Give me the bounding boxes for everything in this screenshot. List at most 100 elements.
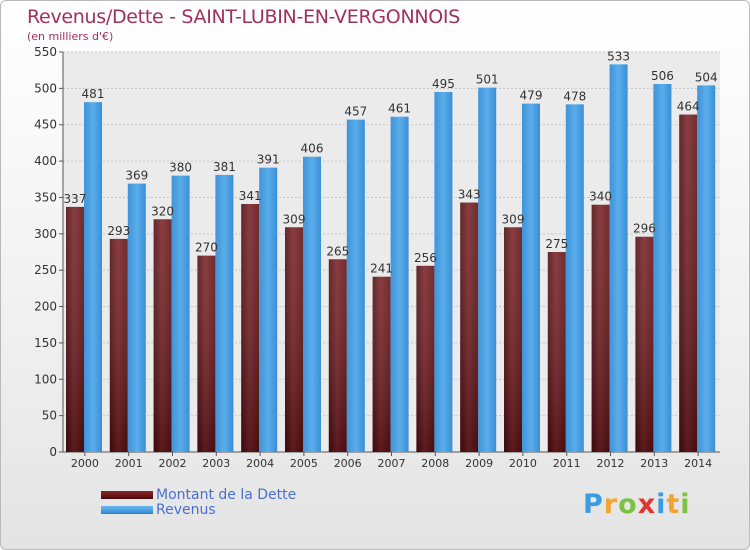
legend-swatch-revenus (101, 506, 153, 514)
y-tick-label: 150 (34, 336, 57, 350)
data-label-dette: 337 (64, 192, 87, 206)
x-tick-label: 2006 (334, 457, 362, 470)
chart-subtitle: (en milliers d'€) (27, 30, 114, 43)
bar-revenus (434, 92, 453, 452)
x-tick-label: 2013 (640, 457, 668, 470)
data-label-dette: 341 (239, 189, 262, 203)
bar-dette-shade (328, 259, 347, 452)
logo-letter: i (680, 489, 691, 520)
legend-swatch-dette (101, 491, 153, 499)
bar-dette-shade (285, 227, 303, 452)
x-tick-label: 2009 (465, 457, 493, 470)
data-label-revenus: 369 (125, 169, 148, 183)
data-label-dette: 275 (545, 237, 568, 251)
legend-label-dette: Montant de la Dette (156, 487, 297, 503)
data-label-revenus: 461 (388, 102, 411, 116)
bar-revenus (390, 116, 409, 453)
data-label-revenus: 380 (169, 161, 192, 175)
x-tick-label: 2007 (378, 457, 406, 470)
y-tick-label: 200 (34, 300, 57, 314)
logo-letter: o (618, 489, 638, 520)
x-tick-label: 2005 (290, 457, 318, 470)
data-label-dette: 296 (633, 222, 656, 236)
bar-revenus (565, 104, 584, 452)
chart-title: Revenus/Dette - SAINT-LUBIN-EN-VERGONNOI… (27, 6, 460, 28)
logo-letter: P (583, 489, 604, 520)
bar-revenus (303, 156, 321, 452)
x-tick-label: 2002 (159, 457, 187, 470)
logo-letter: x (637, 489, 657, 520)
bar-revenus (653, 84, 672, 452)
bar-revenus (697, 85, 716, 453)
data-label-revenus: 478 (563, 89, 586, 103)
bar-revenus (84, 102, 102, 452)
data-label-dette: 265 (326, 244, 349, 258)
y-tick-label: 250 (34, 263, 57, 277)
y-tick-label: 0 (49, 445, 57, 459)
legend-item-revenus: Revenus (101, 502, 216, 518)
logo-letter: i (656, 489, 667, 520)
bar-revenus (609, 64, 628, 452)
x-tick-label: 2008 (421, 457, 449, 470)
data-label-dette: 464 (677, 100, 700, 114)
x-tick-label: 2014 (684, 457, 712, 470)
legend-label-revenus: Revenus (156, 502, 216, 518)
data-label-revenus: 481 (82, 87, 105, 101)
bar-revenus (215, 174, 234, 452)
data-label-dette: 320 (151, 204, 174, 218)
y-tick-label: 500 (34, 81, 57, 95)
data-label-revenus: 495 (432, 77, 455, 91)
bar-revenus (259, 167, 278, 453)
proxiti-logo: Proxiti (583, 489, 691, 520)
data-label-dette: 270 (195, 241, 218, 255)
bar-revenus (127, 183, 146, 453)
data-label-dette: 340 (589, 190, 612, 204)
bar-dette-shade (372, 276, 391, 452)
bar-revenus (522, 103, 540, 453)
data-label-revenus: 381 (213, 160, 236, 174)
y-tick-label: 450 (34, 118, 57, 132)
bar-dette-shade (241, 204, 260, 452)
bar-dette-shade (591, 204, 610, 452)
logo-letter: r (603, 489, 619, 520)
data-label-revenus: 506 (651, 69, 674, 83)
bar-dette-shade (635, 236, 654, 452)
data-label-dette: 309 (283, 212, 306, 226)
data-label-dette: 256 (414, 251, 437, 265)
bar-revenus (346, 119, 365, 453)
bar-dette-shade (109, 238, 128, 452)
x-tick-label: 2010 (509, 457, 537, 470)
data-label-revenus: 533 (607, 49, 630, 63)
x-tick-label: 2004 (246, 457, 274, 470)
bar-dette-shade (153, 219, 172, 452)
data-label-dette: 309 (502, 212, 525, 226)
y-tick-label: 350 (34, 190, 57, 204)
bar-dette-shade (197, 255, 216, 452)
x-tick-label: 2012 (597, 457, 625, 470)
y-tick-label: 50 (42, 409, 57, 423)
bar-revenus (478, 87, 497, 453)
bar-revenus (171, 175, 190, 453)
y-tick-label: 550 (34, 45, 57, 59)
y-tick-label: 100 (34, 372, 57, 386)
x-tick-label: 2000 (71, 457, 99, 470)
bar-dette-shade (679, 114, 698, 452)
data-label-revenus: 406 (301, 142, 324, 156)
data-label-revenus: 501 (476, 73, 499, 87)
data-label-revenus: 391 (257, 153, 280, 167)
bar-dette-shade (547, 252, 566, 452)
x-tick-label: 2011 (553, 457, 581, 470)
legend-item-dette: Montant de la Dette (101, 487, 296, 503)
data-label-dette: 343 (458, 188, 481, 202)
data-label-revenus: 457 (344, 105, 367, 119)
x-tick-label: 2003 (202, 457, 230, 470)
data-label-revenus: 479 (520, 89, 543, 103)
bar-dette-shade (416, 265, 435, 452)
data-label-dette: 241 (370, 262, 393, 276)
x-tick-label: 2001 (115, 457, 143, 470)
bar-dette-shade (66, 206, 84, 452)
y-tick-label: 300 (34, 227, 57, 241)
bar-dette-shade (460, 202, 479, 452)
